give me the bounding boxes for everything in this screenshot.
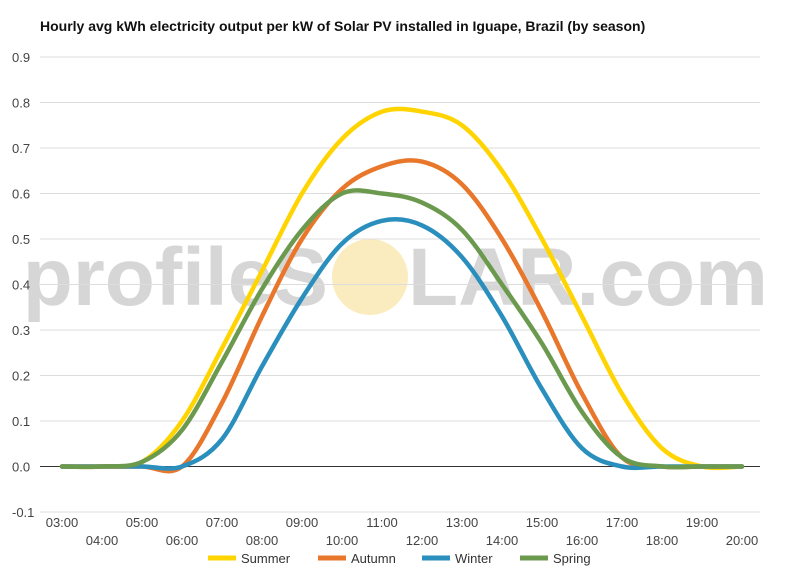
y-tick-label: 0.3 bbox=[12, 323, 30, 338]
x-tick-label: 12:00 bbox=[406, 533, 439, 548]
watermark-right: LAR.com bbox=[408, 232, 768, 323]
x-tick-label: 04:00 bbox=[86, 533, 119, 548]
x-tick-label: 20:00 bbox=[726, 533, 759, 548]
y-tick-label: 0.4 bbox=[12, 278, 30, 293]
x-tick-label: 11:00 bbox=[366, 515, 398, 530]
watermark-left: profileS bbox=[23, 232, 328, 323]
x-tick-label: 16:00 bbox=[566, 533, 599, 548]
series-line-spring bbox=[59, 188, 745, 470]
x-tick-label: 09:00 bbox=[286, 515, 319, 530]
y-tick-label: 0.6 bbox=[12, 187, 30, 202]
x-tick-label: 17:00 bbox=[606, 515, 639, 530]
legend-label-winter: Winter bbox=[455, 551, 493, 566]
x-tick-label: 03:00 bbox=[46, 515, 79, 530]
y-tick-label: 0.0 bbox=[12, 460, 30, 475]
x-tick-label: 10:00 bbox=[326, 533, 359, 548]
legend-label-autumn: Autumn bbox=[351, 551, 396, 566]
chart-title: Hourly avg kWh electricity output per kW… bbox=[40, 18, 646, 34]
y-tick-label: 0.2 bbox=[12, 369, 30, 384]
series-line-summer bbox=[59, 106, 745, 471]
x-tick-label: 07:00 bbox=[206, 515, 239, 530]
x-tick-label: 18:00 bbox=[646, 533, 679, 548]
y-tick-label: 0.1 bbox=[12, 414, 30, 429]
y-tick-label: 0.9 bbox=[12, 50, 30, 65]
x-tick-label: 06:00 bbox=[166, 533, 199, 548]
watermark-sun-icon bbox=[332, 239, 408, 315]
x-tick-label: 05:00 bbox=[126, 515, 159, 530]
x-tick-label: 13:00 bbox=[446, 515, 479, 530]
y-tick-label: 0.5 bbox=[12, 232, 30, 247]
series-line-winter bbox=[59, 217, 745, 471]
x-tick-label: 19:00 bbox=[686, 515, 719, 530]
y-tick-label: 0.7 bbox=[12, 141, 30, 156]
x-tick-label: 08:00 bbox=[246, 533, 279, 548]
x-tick-label: 14:00 bbox=[486, 533, 519, 548]
watermark: profileS LAR.com bbox=[23, 232, 768, 323]
legend-label-summer: Summer bbox=[241, 551, 291, 566]
y-tick-label: -0.1 bbox=[12, 505, 34, 520]
x-tick-label: 15:00 bbox=[526, 515, 559, 530]
y-tick-label: 0.8 bbox=[12, 96, 30, 111]
legend-label-spring: Spring bbox=[553, 551, 591, 566]
